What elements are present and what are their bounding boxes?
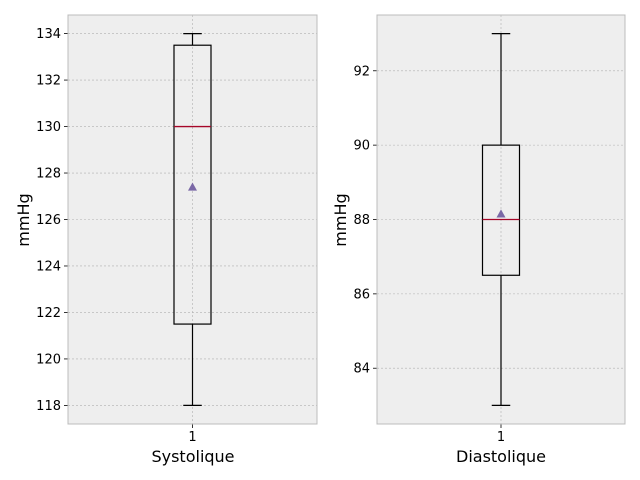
diastolic-x-axis-label: Diastolique xyxy=(456,447,546,466)
systolic-x-axis-label: Systolique xyxy=(151,447,234,466)
diastolic-y-tick-label: 84 xyxy=(353,362,370,377)
diastolic-y-tick-label: 90 xyxy=(353,139,370,154)
systolic-y-tick-label: 134 xyxy=(36,27,61,42)
diastolic-plot-area: 84 86 88 90 92 1 xyxy=(353,14,626,445)
systolic-y-axis-label: mmHg xyxy=(14,193,33,246)
diastolic-panel-frame xyxy=(376,14,626,425)
systolic-y-tick-label: 128 xyxy=(36,167,61,182)
diastolic-box xyxy=(481,144,521,276)
systolic-mean-marker xyxy=(188,182,197,191)
systolic-y-tick-label: 118 xyxy=(36,399,61,414)
systolic-plot-area: 118 120 122 124 126 128 130 132 134 1 xyxy=(36,14,318,445)
diastolic-mean-marker xyxy=(496,209,506,218)
systolic-y-tick-label: 132 xyxy=(36,74,61,89)
diastolic-panel: 84 86 88 90 92 1 Diastolique mmHg xyxy=(331,14,626,466)
diastolic-y-tick-label: 88 xyxy=(353,213,370,228)
systolic-panel-frame xyxy=(67,14,318,425)
diastolic-y-axis-label: mmHg xyxy=(331,193,350,246)
systolic-y-tick-label: 124 xyxy=(36,259,61,274)
systolic-y-tick-label: 126 xyxy=(36,213,61,228)
systolic-y-tick-label: 120 xyxy=(36,352,61,367)
diastolic-y-tick-label: 86 xyxy=(353,287,370,302)
systolic-x-tick-label: 1 xyxy=(188,430,196,445)
systolic-box xyxy=(173,44,212,325)
diastolic-y-tick-label: 92 xyxy=(353,64,370,79)
systolic-y-tick-label: 122 xyxy=(36,306,61,321)
diastolic-x-tick-label: 1 xyxy=(497,430,505,445)
systolic-y-tick-label: 130 xyxy=(36,120,61,135)
